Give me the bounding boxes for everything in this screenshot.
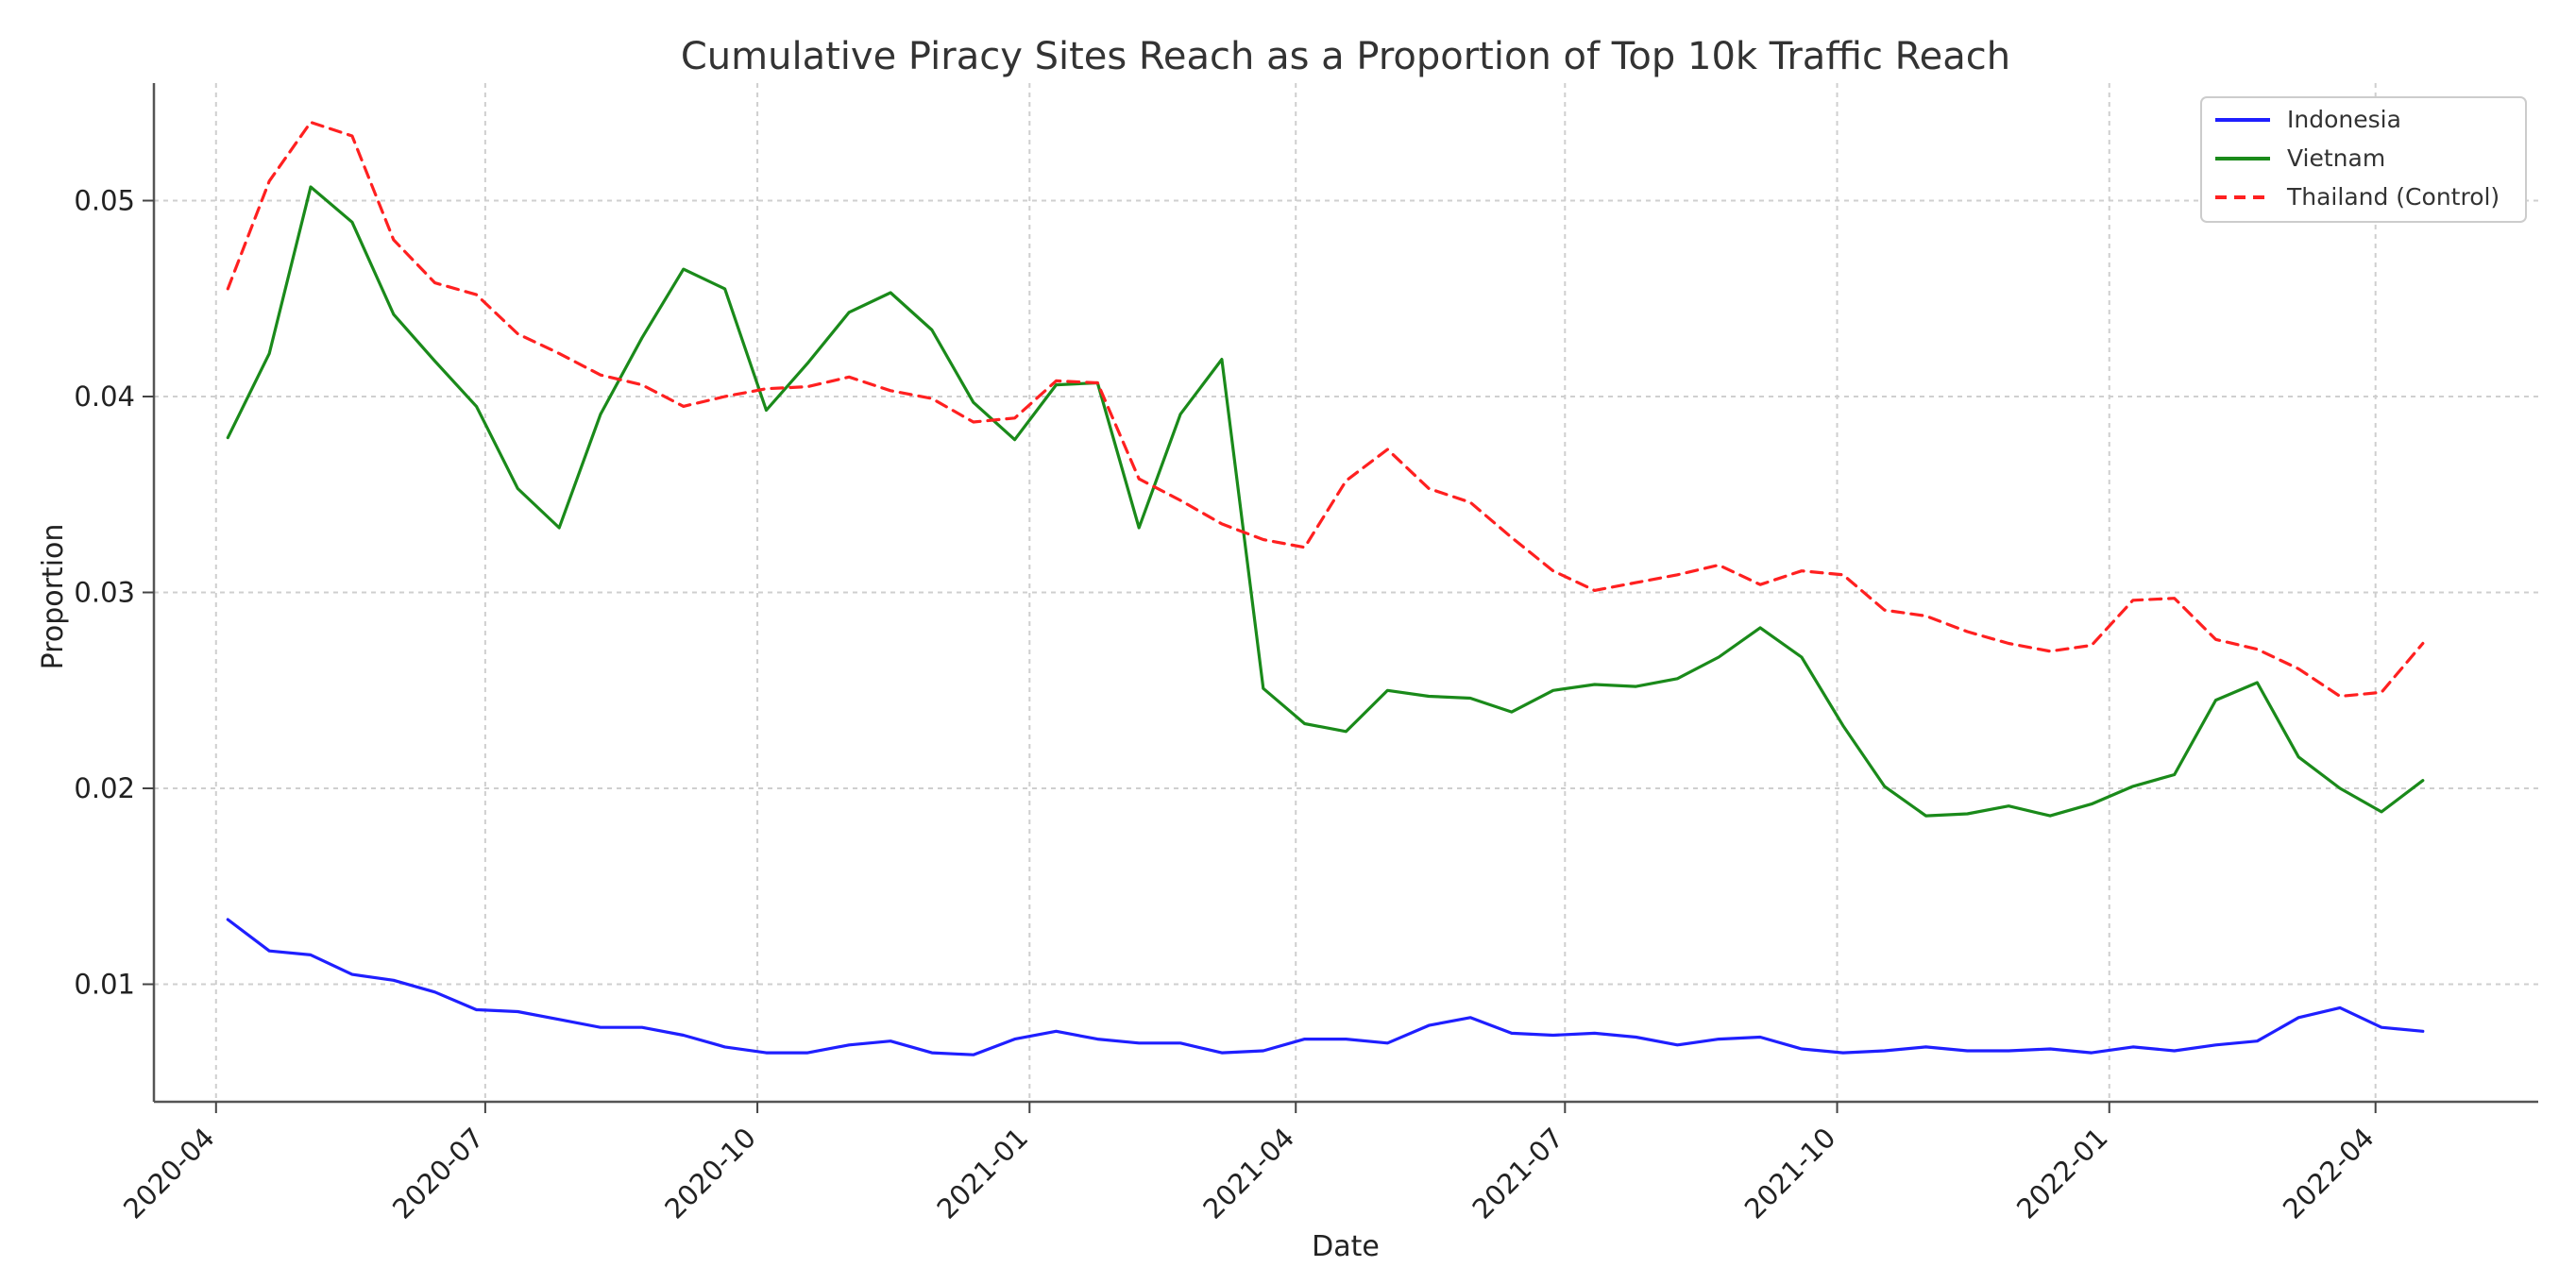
legend-indonesia-label: Indonesia: [2287, 106, 2401, 133]
series-line-indonesia: [226, 918, 2425, 1056]
y-axis-label: Proportion: [37, 524, 70, 670]
y-tick-label: 0.01: [74, 969, 135, 1001]
y-tick-label: 0.04: [74, 380, 135, 413]
series-lines: [226, 120, 2425, 1056]
legend-thailand-label: Thailand (Control): [2286, 183, 2500, 211]
series-line-vietnam: [226, 185, 2425, 818]
legend: Indonesia Vietnam Thailand (Control): [2200, 96, 2527, 223]
legend-box: [2200, 96, 2527, 223]
series-line-thailand-control: [226, 120, 2425, 699]
y-tick-label: 0.05: [74, 185, 135, 217]
legend-vietnam-label: Vietnam: [2287, 144, 2385, 172]
grid: [154, 83, 2538, 1102]
y-tick-label: 0.03: [74, 577, 135, 609]
chart-title: Cumulative Piracy Sites Reach as a Propo…: [681, 35, 2010, 78]
x-axis-label: Date: [1312, 1230, 1380, 1263]
y-tick-label: 0.02: [74, 772, 135, 804]
